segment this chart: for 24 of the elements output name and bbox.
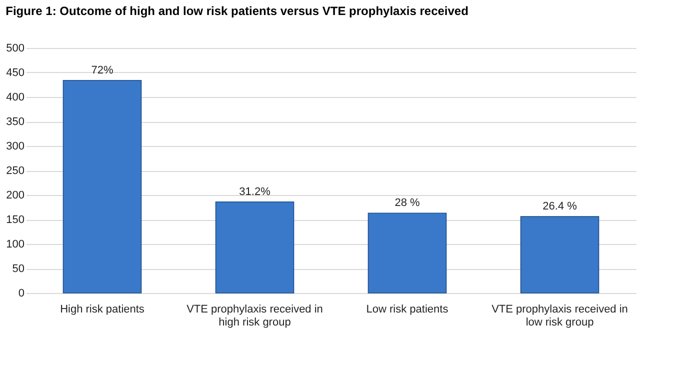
x-tick-label: VTE prophylaxis received in high risk group: [186, 304, 323, 328]
bar: [368, 212, 447, 294]
y-tick-label: 150: [6, 214, 24, 226]
annotation: 72%: [91, 64, 114, 76]
y-tick-label: 250: [6, 165, 24, 177]
y-tick-label: 350: [6, 116, 24, 128]
annotation: 31.2%: [239, 186, 271, 198]
annotation: 26.4 %: [542, 200, 578, 213]
x-tick-label: Low risk patients: [366, 304, 449, 316]
annotation: 28 %: [394, 197, 420, 210]
bar: [520, 216, 600, 294]
y-tick-label: 450: [6, 67, 24, 79]
y-tick-label: 400: [6, 92, 24, 104]
y-tick-label: 200: [6, 190, 24, 202]
y-tick-label: 500: [6, 42, 24, 54]
y-tick-label: 50: [12, 263, 24, 275]
y-tick-label: 0: [18, 288, 24, 300]
y-tick-label: 300: [6, 140, 24, 152]
bar: [215, 201, 294, 294]
y-tick-label: 100: [6, 238, 24, 250]
bar: [62, 80, 142, 294]
x-tick-label: High risk patients: [60, 304, 145, 316]
x-tick-label: VTE prophylaxis received in low risk group: [492, 304, 628, 328]
chart-title: Figure 1: Outcome of high and low risk patients versus VTE prophylaxis received: [6, 4, 468, 18]
